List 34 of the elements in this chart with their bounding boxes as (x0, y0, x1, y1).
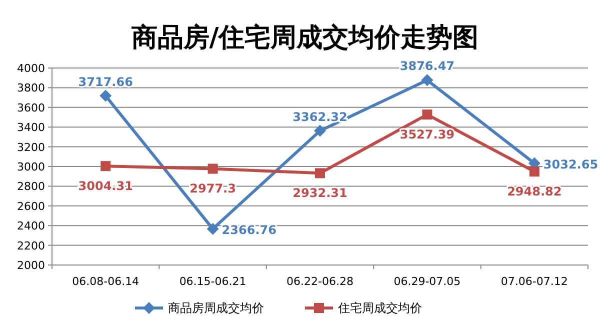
y-tick-label: 3200 (17, 140, 45, 154)
y-tick-label: 2000 (17, 259, 45, 272)
y-tick-label: 2600 (17, 200, 45, 213)
data-label: 3717.66 (78, 74, 133, 89)
data-label: 3362.32 (292, 110, 348, 124)
y-tick-label: 3800 (17, 82, 45, 95)
y-tick-label: 2800 (17, 180, 45, 194)
y-tick-label: 4000 (17, 62, 45, 75)
data-label: 2948.82 (507, 184, 562, 199)
chart-title: 商品房/住宅周成交均价走势图 (130, 23, 479, 53)
point (314, 124, 326, 137)
point (100, 161, 111, 172)
data-label: 3527.39 (400, 128, 455, 142)
point (208, 164, 218, 174)
data-label: 2932.31 (292, 186, 348, 200)
y-tick-label: 3600 (17, 101, 45, 114)
point (315, 168, 325, 178)
x-tick-label: 06.15-06.21 (179, 275, 246, 288)
x-tick-label: 07.06-07.12 (500, 275, 568, 288)
y-tick-label: 3400 (17, 121, 45, 134)
legend-label: 商品房周成交均价 (168, 301, 264, 315)
x-tick-label: 06.29-07.05 (394, 275, 461, 288)
point (206, 222, 219, 235)
x-tick-label: 06.08-06.14 (72, 275, 140, 288)
point (529, 166, 540, 177)
y-tick-label: 2400 (17, 220, 45, 233)
point (100, 90, 112, 102)
point (422, 110, 432, 120)
y-tick-label: 2200 (17, 239, 45, 252)
point (421, 74, 434, 86)
data-label: 2366.76 (222, 222, 276, 237)
x-tick-label: 06.22-06.28 (286, 275, 354, 288)
y-tick-label: 3000 (17, 160, 45, 174)
legend-label: 住宅周成交均价 (337, 301, 422, 315)
